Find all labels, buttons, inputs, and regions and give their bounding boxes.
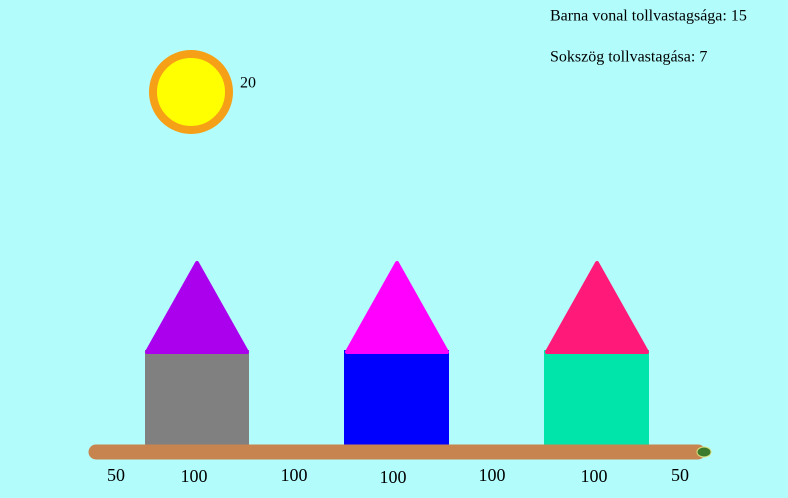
segment-label: 100 [181, 466, 208, 486]
line-width-text: Barna vonal tollvastagsága: 15 [550, 8, 747, 25]
sun-label: 20 [240, 75, 256, 92]
segment-label: 100 [479, 465, 506, 485]
house-wall [344, 350, 449, 446]
polygon-width-text: Sokszög tollvastagása: 7 [550, 49, 707, 66]
house-roof [345, 261, 449, 354]
segment-label: 100 [380, 467, 407, 487]
sun [149, 50, 233, 134]
segment-label: 50 [107, 465, 125, 485]
house-wall [544, 350, 649, 446]
segment-label: 100 [581, 466, 608, 486]
segment-label: 50 [671, 465, 689, 485]
house-roof [545, 261, 649, 354]
segment-label: 100 [281, 465, 308, 485]
turtle [696, 446, 712, 458]
house-roof [145, 261, 249, 354]
house-wall [145, 350, 249, 446]
